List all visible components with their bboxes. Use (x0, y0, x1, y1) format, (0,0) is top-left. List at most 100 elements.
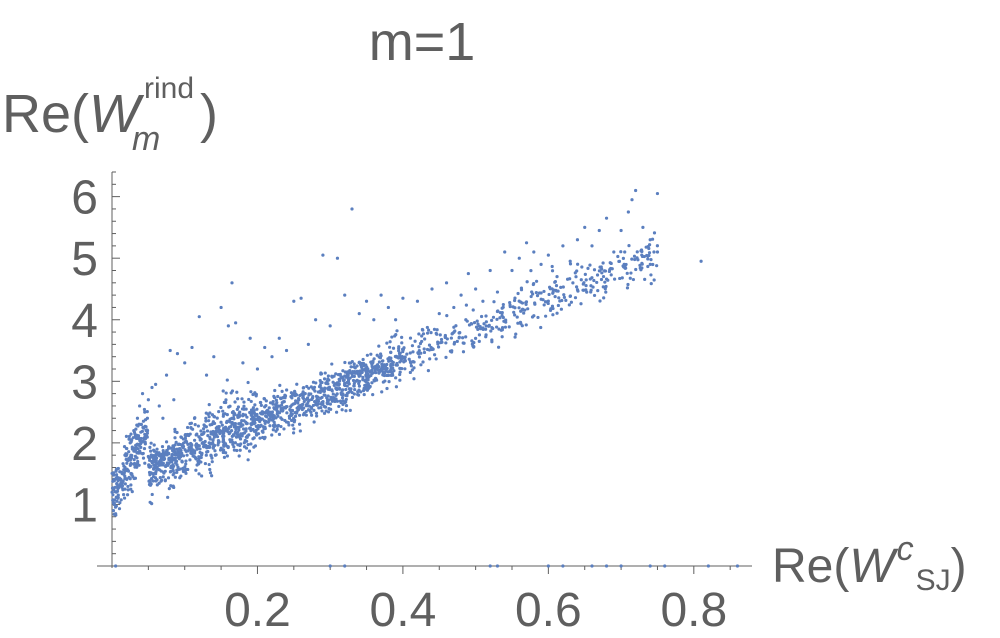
data-point (350, 207, 354, 211)
data-point (464, 303, 468, 307)
data-point (517, 306, 521, 310)
data-point (529, 268, 533, 273)
data-point (204, 373, 209, 377)
data-point (532, 250, 536, 254)
data-point (319, 405, 323, 410)
data-point (180, 453, 184, 457)
data-point (264, 404, 268, 408)
data-point (357, 379, 362, 383)
data-point (339, 391, 343, 395)
data-point (267, 406, 271, 410)
data-point (122, 464, 126, 468)
data-point (197, 315, 201, 319)
data-point (416, 351, 420, 355)
data-point (344, 403, 349, 408)
data-point (568, 259, 572, 263)
x-axis-label: Re(WcSJ) (772, 530, 967, 597)
data-point (582, 281, 586, 285)
data-point (133, 449, 137, 453)
data-point (223, 442, 228, 446)
data-point (584, 278, 588, 282)
data-point (191, 427, 195, 431)
data-point (306, 408, 311, 412)
data-point (329, 407, 333, 411)
data-point (331, 392, 335, 396)
data-point (417, 332, 421, 336)
data-point (583, 272, 587, 276)
axes: 0.2 0.4 0.6 0.8 1 2 3 4 5 6 (71, 171, 752, 637)
data-point (199, 429, 203, 433)
data-point (647, 251, 652, 255)
data-point (524, 241, 529, 245)
data-point (544, 314, 548, 318)
data-point (325, 396, 329, 400)
data-point (244, 429, 248, 433)
data-point (501, 302, 505, 307)
data-point (334, 372, 338, 376)
data-point (295, 411, 299, 415)
data-point (535, 293, 540, 298)
data-point (534, 290, 538, 295)
data-point (385, 341, 389, 345)
data-point (520, 301, 525, 305)
data-point (173, 430, 177, 434)
data-point (343, 370, 347, 374)
data-point (289, 391, 294, 395)
data-point (398, 353, 402, 357)
data-point (132, 430, 137, 434)
data-point (526, 307, 530, 311)
data-point (584, 283, 588, 288)
data-point (183, 361, 187, 365)
data-point (291, 431, 296, 435)
data-point (476, 322, 480, 326)
data-point (436, 342, 440, 346)
data-point (568, 262, 573, 266)
data-point (151, 479, 155, 483)
data-point (500, 313, 504, 318)
data-point (180, 460, 184, 464)
data-point (619, 564, 623, 568)
data-point (429, 331, 433, 335)
data-point (184, 433, 188, 438)
data-point (222, 434, 226, 438)
data-point (344, 387, 348, 392)
data-point (226, 324, 230, 328)
data-point (122, 471, 126, 475)
data-point (625, 271, 629, 275)
data-point (200, 432, 204, 437)
data-point (628, 276, 632, 280)
data-point (354, 379, 358, 383)
data-point (513, 298, 517, 303)
data-point (348, 408, 352, 412)
data-point (372, 318, 376, 322)
data-point (407, 357, 411, 361)
data-point (136, 436, 140, 441)
data-point (352, 362, 356, 366)
data-point (602, 296, 606, 300)
data-point (135, 416, 140, 420)
data-point (214, 426, 218, 430)
data-point (419, 363, 423, 367)
data-point (129, 456, 134, 460)
data-point (221, 428, 225, 432)
data-point (573, 271, 577, 275)
data-point (369, 352, 373, 356)
data-point (635, 256, 639, 260)
data-point (555, 311, 559, 315)
data-point (232, 448, 236, 452)
data-point (557, 296, 561, 300)
data-point (129, 487, 133, 491)
data-point (650, 237, 655, 241)
data-point (307, 398, 311, 402)
x-axis-label-symbol: W (849, 540, 899, 593)
data-point (599, 277, 604, 282)
data-point (438, 333, 442, 337)
data-point (277, 411, 282, 415)
data-point (240, 418, 244, 423)
data-point (157, 404, 161, 408)
data-point (472, 341, 476, 345)
data-point (522, 311, 526, 315)
data-point (132, 461, 137, 466)
data-point (225, 454, 229, 458)
data-point (562, 293, 566, 297)
